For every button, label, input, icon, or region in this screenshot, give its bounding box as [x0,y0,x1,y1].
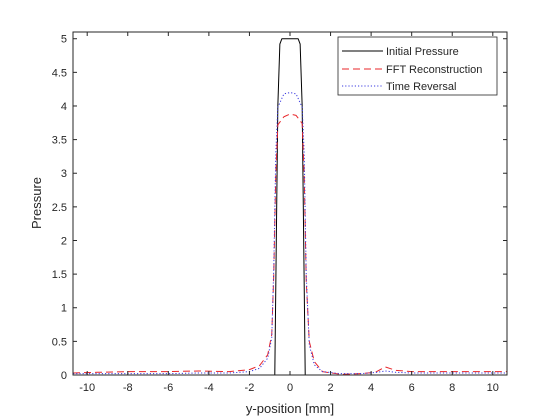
x-tick-label: -2 [245,382,255,394]
y-tick-label: 3 [61,168,67,180]
series-line-initial-pressure [73,38,507,376]
x-tick-label: 8 [449,382,455,394]
y-tick-label: 1.5 [52,269,67,281]
x-tick-label: -4 [204,382,214,394]
x-tick-label: -10 [79,382,95,394]
y-tick-label: 3.5 [52,135,67,147]
tick-layer: -10 -8 -6 -4 -2 0 2 4 6 8 10 0 0.5 1 1.5 2 2.5 3 3.5 4 4.5 5 [52,32,507,394]
y-tick-label: 4 [61,101,67,113]
y-tick-label: 2.5 [52,202,67,214]
y-tick-label: 2 [61,235,67,247]
series-layer [72,38,507,376]
legend-label-fft-reconstruction: FFT Reconstruction [386,64,482,76]
y-axis-label: Pressure [29,177,44,229]
y-tick-label: 0.5 [52,336,67,348]
x-tick-label: -8 [123,382,133,394]
x-tick-label: 4 [368,382,374,394]
legend-box [337,36,498,96]
legend-label-initial-pressure: Initial Pressure [386,46,459,58]
x-tick-label: 2 [327,382,333,394]
x-tick-label: 0 [287,382,293,394]
x-tick-label: 6 [409,382,415,394]
y-tick-label: 0 [61,370,67,382]
y-tick-label: 5 [61,34,67,46]
legend-label-time-reversal: Time Reversal [386,81,457,93]
series-line-fft-reconstruction [72,113,507,375]
y-tick-label: 1 [61,303,67,315]
x-axis-label: y-position [mm] [246,401,334,416]
x-tick-label: 10 [487,382,499,394]
x-tick-label: -6 [163,382,173,394]
series-line-time-reversal [73,92,507,375]
legend: Initial Pressure FFT Reconstruction Time… [337,36,498,96]
y-tick-label: 4.5 [52,67,67,79]
